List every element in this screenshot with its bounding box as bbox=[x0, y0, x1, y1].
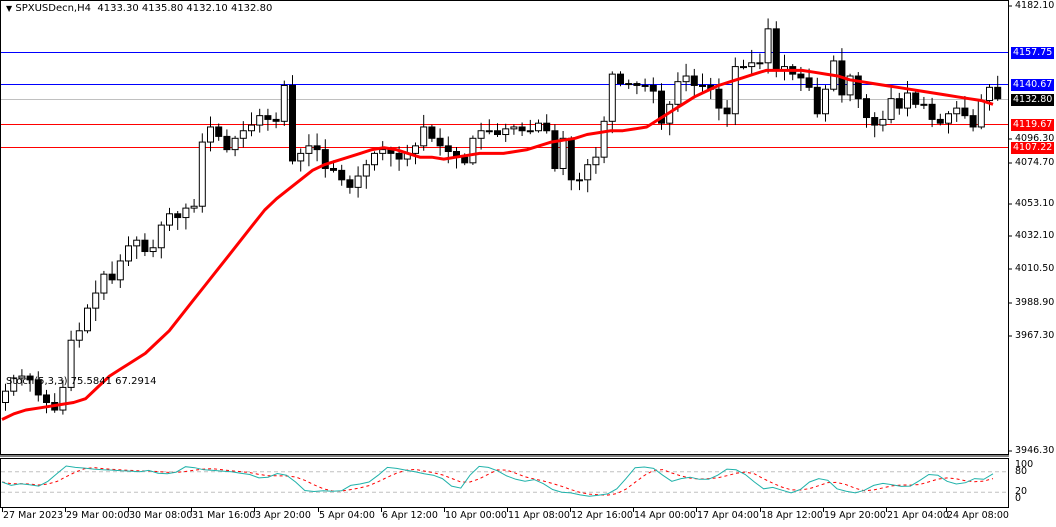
ohlc-values: 4133.30 4135.80 4132.10 4132.80 bbox=[97, 3, 273, 14]
price-level-tag: 4132.80 bbox=[1011, 93, 1054, 106]
time-tick: 5 Apr 04:00 bbox=[319, 510, 375, 521]
stoch-tick: 0 bbox=[1015, 493, 1022, 504]
time-tick: 21 Apr 04:00 bbox=[887, 510, 949, 521]
price-tick: 3988.90 bbox=[1015, 297, 1055, 308]
symbol-label: SPXUSDecn,H4 bbox=[15, 3, 91, 14]
stoch-tick: 100 bbox=[1015, 459, 1034, 470]
price-tick: 4182.10 bbox=[1015, 0, 1055, 11]
price-tick: 4053.10 bbox=[1015, 198, 1055, 209]
price-tick: 4074.70 bbox=[1015, 157, 1055, 168]
price-level-tag: 4140.67 bbox=[1011, 78, 1054, 91]
time-tick: 17 Apr 04:00 bbox=[697, 510, 759, 521]
time-tick: 11 Apr 08:00 bbox=[508, 510, 570, 521]
time-tick: 12 Apr 16:00 bbox=[571, 510, 633, 521]
price-level-tag: 4107.22 bbox=[1011, 141, 1054, 154]
price-tick: 3967.30 bbox=[1015, 330, 1055, 341]
time-tick: 19 Apr 20:00 bbox=[824, 510, 886, 521]
triangle-down-icon[interactable]: ▼ bbox=[6, 4, 13, 13]
time-tick: 18 Apr 12:00 bbox=[761, 510, 823, 521]
time-tick: 27 Mar 2023 bbox=[3, 510, 64, 521]
stoch-tick: 80 bbox=[1015, 465, 1028, 477]
price-level-tag: 4157.75 bbox=[1011, 46, 1054, 59]
price-tick: 3946.30 bbox=[1015, 445, 1055, 456]
time-tick: 24 Apr 08:00 bbox=[947, 510, 1009, 521]
time-tick: 14 Apr 00:00 bbox=[634, 510, 696, 521]
time-tick: 30 Mar 08:00 bbox=[129, 510, 193, 521]
time-tick: 31 Mar 16:00 bbox=[192, 510, 256, 521]
price-tick: 4010.50 bbox=[1015, 263, 1055, 274]
price-tick: 4096.30 bbox=[1015, 133, 1055, 144]
stoch-tick: 20 bbox=[1015, 486, 1028, 498]
time-tick: 3 Apr 20:00 bbox=[255, 510, 311, 521]
time-tick: 29 Mar 00:00 bbox=[66, 510, 130, 521]
chart-title[interactable]: ▼ SPXUSDecn,H4 4133.30 4135.80 4132.10 4… bbox=[6, 3, 272, 15]
time-tick: 6 Apr 12:00 bbox=[382, 510, 438, 521]
time-tick: 10 Apr 00:00 bbox=[445, 510, 507, 521]
stoch-label: Stoch(5,3,3) 75.5841 67.2914 bbox=[6, 376, 157, 387]
price-level-tag: 4119.67 bbox=[1011, 118, 1054, 131]
price-tick: 4032.10 bbox=[1015, 230, 1055, 241]
